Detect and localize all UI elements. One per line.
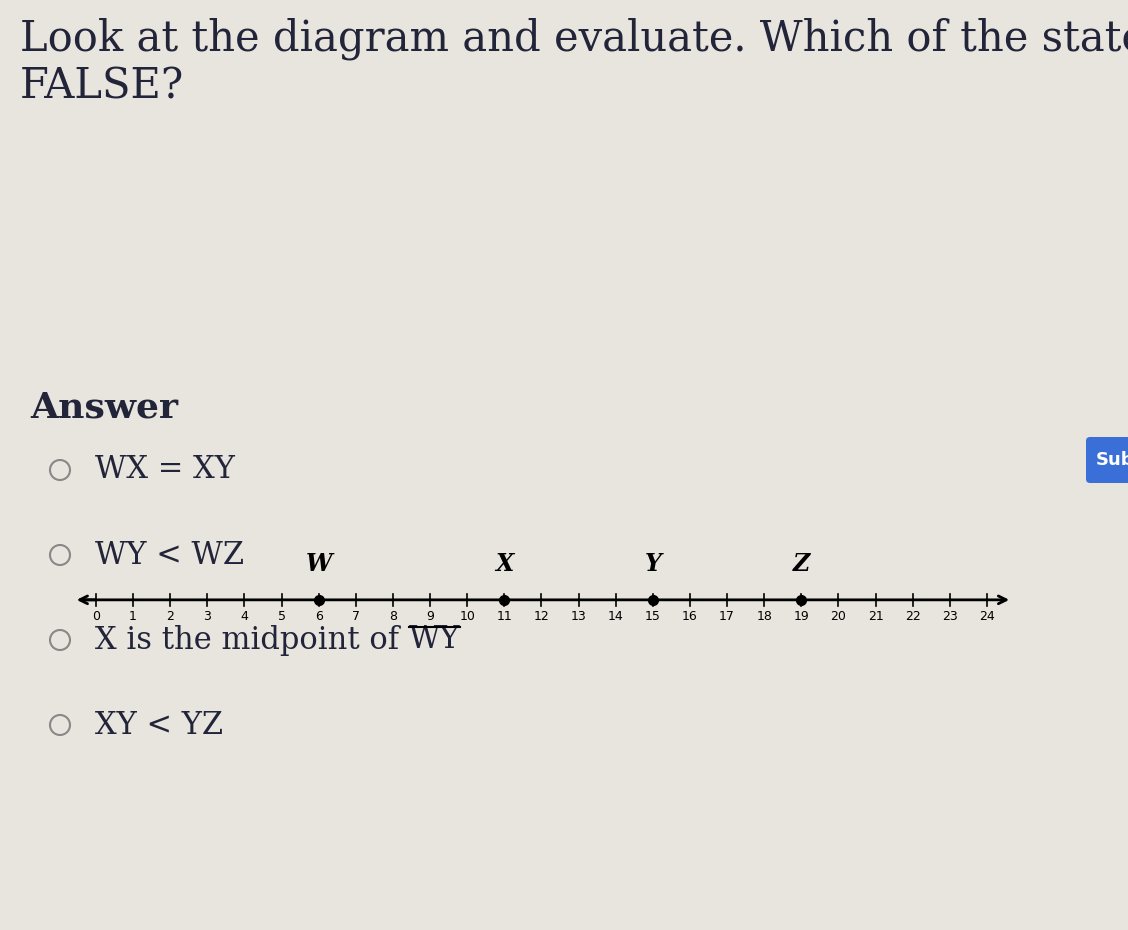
- Text: W: W: [306, 551, 332, 576]
- Text: Look at the diagram and evaluate. Which of the staten: Look at the diagram and evaluate. Which …: [20, 18, 1128, 60]
- Text: Z: Z: [793, 551, 810, 576]
- Text: 9: 9: [426, 610, 434, 623]
- Text: 5: 5: [277, 610, 285, 623]
- Text: 6: 6: [315, 610, 323, 623]
- Text: 17: 17: [720, 610, 735, 623]
- Text: 13: 13: [571, 610, 587, 623]
- Text: Subr: Subr: [1096, 451, 1128, 469]
- Text: 1: 1: [129, 610, 136, 623]
- Text: 4: 4: [240, 610, 248, 623]
- Text: 18: 18: [756, 610, 773, 623]
- Text: 7: 7: [352, 610, 360, 623]
- Text: 24: 24: [979, 610, 995, 623]
- Text: 11: 11: [496, 610, 512, 623]
- Text: 21: 21: [867, 610, 883, 623]
- Text: Y: Y: [644, 551, 661, 576]
- Text: 0: 0: [91, 610, 100, 623]
- Text: 23: 23: [942, 610, 958, 623]
- Text: 12: 12: [534, 610, 549, 623]
- Text: 10: 10: [459, 610, 475, 623]
- Text: WY < WZ: WY < WZ: [95, 539, 244, 570]
- Text: 3: 3: [203, 610, 211, 623]
- Text: X is the midpoint of: X is the midpoint of: [95, 625, 408, 656]
- Text: 16: 16: [682, 610, 698, 623]
- Text: 14: 14: [608, 610, 624, 623]
- Text: XY < YZ: XY < YZ: [95, 710, 223, 740]
- Text: 15: 15: [645, 610, 661, 623]
- Text: FALSE?: FALSE?: [20, 66, 184, 108]
- FancyBboxPatch shape: [1086, 437, 1128, 483]
- Text: 20: 20: [830, 610, 846, 623]
- Text: WY: WY: [408, 625, 460, 656]
- Text: 22: 22: [905, 610, 920, 623]
- Text: X: X: [495, 551, 513, 576]
- Text: 19: 19: [793, 610, 809, 623]
- Text: WX = XY: WX = XY: [95, 455, 235, 485]
- Text: 8: 8: [389, 610, 397, 623]
- Text: Answer: Answer: [30, 390, 178, 424]
- Text: 2: 2: [166, 610, 174, 623]
